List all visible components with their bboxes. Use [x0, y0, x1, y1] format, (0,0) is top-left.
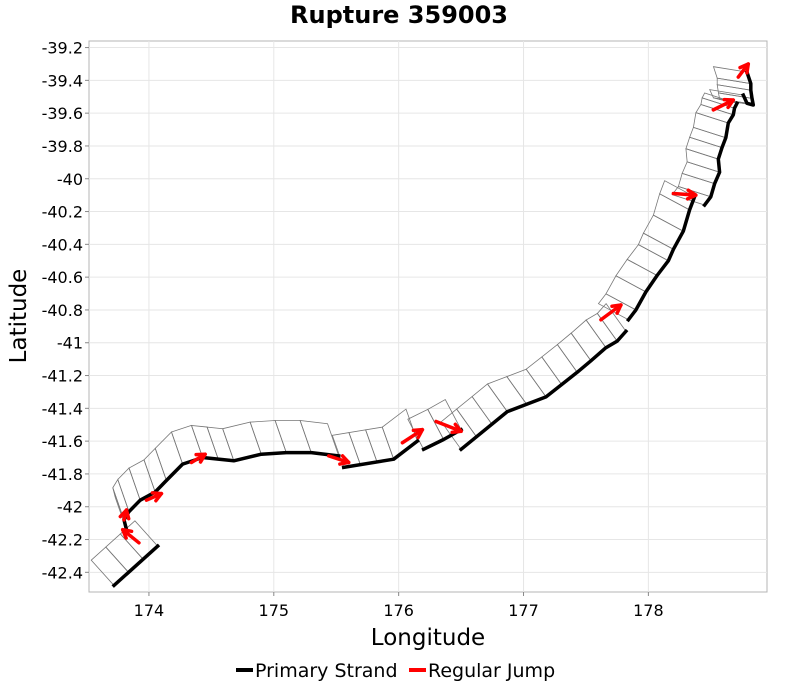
regular-jump-arrowhead	[411, 427, 425, 440]
regular-jump-arrow	[434, 419, 463, 434]
y-tick-label: -39.6	[42, 104, 83, 123]
legend: Primary Strand Regular Jump	[236, 660, 555, 682]
y-tick-label: -40.8	[42, 301, 83, 320]
regular-jump-arrow	[671, 191, 698, 197]
x-axis-ticks: 174 175 176 177 178	[134, 592, 664, 620]
chart-title: Rupture 359003	[290, 1, 508, 29]
y-tick-label: -40.2	[42, 203, 83, 222]
y-tick-label: -40.4	[42, 235, 83, 254]
y-tick-label: -39.2	[42, 39, 83, 58]
y-tick-label: -41.4	[42, 399, 83, 418]
x-axis-label: Longitude	[371, 625, 485, 651]
y-tick-label: -42.4	[42, 563, 83, 582]
primary-strand-segment	[740, 69, 756, 107]
primary-strand-segment	[111, 543, 161, 588]
series-layer	[111, 62, 756, 588]
y-tick-label: -40	[57, 170, 83, 189]
regular-jump-arrowhead	[338, 454, 351, 466]
y-tick-label: -42.2	[42, 531, 83, 550]
primary-strand-segment	[122, 450, 341, 532]
y-tick-label: -41.6	[42, 432, 83, 451]
x-tick-label: 175	[259, 601, 290, 620]
y-tick-label: -39.4	[42, 71, 83, 90]
regular-jump-arrowhead	[738, 62, 751, 75]
regular-jump-arrow	[711, 98, 736, 112]
legend-label-primary-strand: Primary Strand	[255, 660, 398, 682]
y-tick-label: -40.6	[42, 268, 83, 287]
y-axis-label: Latitude	[6, 269, 32, 364]
regular-jump-arrowhead	[194, 452, 207, 464]
regular-jump-arrowhead	[118, 508, 131, 521]
y-tick-label: -39.8	[42, 137, 83, 156]
regular-jump-arrowhead	[722, 97, 736, 110]
regular-jump-arrowhead	[450, 422, 463, 435]
primary-strand-segment	[625, 194, 697, 323]
plot-area	[88, 40, 768, 593]
primary-strand-segment	[341, 438, 420, 470]
legend-label-regular-jump: Regular Jump	[428, 660, 555, 682]
x-tick-label: 178	[633, 601, 664, 620]
x-tick-label: 174	[134, 601, 165, 620]
regular-jump-arrow	[599, 303, 623, 322]
regular-jump-arrowhead	[610, 303, 623, 315]
primary-strand-segment	[458, 328, 629, 452]
y-axis-ticks: -39.2 -39.4 -39.6 -39.8 -40 -40.2 -40.4 -40.6 -4…	[42, 39, 89, 582]
regular-jump-arrowhead	[150, 491, 164, 503]
y-tick-label: -42	[57, 498, 83, 517]
regular-jump-arrowhead	[120, 527, 134, 540]
y-tick-label: -41.2	[42, 367, 83, 386]
y-tick-label: -41	[57, 334, 83, 353]
regular-jump-arrowhead	[685, 188, 698, 201]
y-tick-label: -41.8	[42, 465, 83, 484]
x-tick-label: 176	[383, 601, 414, 620]
x-tick-label: 177	[508, 601, 539, 620]
regular-jump-arrow	[400, 427, 425, 445]
primary-strand-segment	[702, 100, 740, 208]
